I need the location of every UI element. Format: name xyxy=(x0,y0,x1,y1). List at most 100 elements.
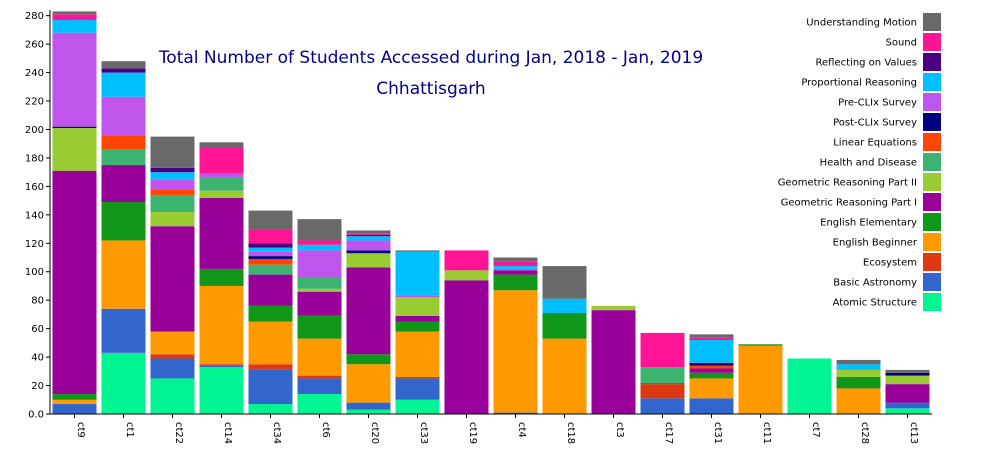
bar-segment xyxy=(836,359,881,365)
bar-segment xyxy=(297,338,342,376)
bar-segment xyxy=(640,367,685,383)
bar-stack-ct3 xyxy=(591,305,636,414)
bar-segment xyxy=(101,61,146,69)
legend-item: Ecosystem xyxy=(863,253,941,271)
bar-segment xyxy=(444,280,489,414)
bar-stack-ct28 xyxy=(836,359,881,414)
bar-segment xyxy=(542,298,587,313)
bar-segment xyxy=(297,315,342,339)
legend-label: English Beginner xyxy=(833,238,918,249)
bar-stack-ct31 xyxy=(689,334,734,414)
bar-segment xyxy=(493,266,538,269)
bar-segment xyxy=(150,179,195,190)
bar-segment xyxy=(640,332,685,368)
bar-segment xyxy=(101,308,146,353)
bar-segment xyxy=(52,170,97,395)
bar-segment xyxy=(150,167,195,173)
x-tick-label: ct1 xyxy=(124,422,135,438)
y-tick-label: 260 xyxy=(25,40,44,51)
bar-segment xyxy=(52,11,97,15)
bar-segment xyxy=(52,126,97,129)
bar-segment xyxy=(248,369,293,405)
bar-segment xyxy=(542,313,587,339)
bar-segment xyxy=(150,358,195,379)
bar-segment xyxy=(199,268,244,286)
bar-segment xyxy=(885,375,930,385)
bar-stack-ct34 xyxy=(248,210,293,414)
bar-segment xyxy=(297,240,342,245)
bar-segment xyxy=(52,399,97,405)
bar-segment xyxy=(248,256,293,259)
y-tick-label: 240 xyxy=(25,68,44,79)
legend-swatch xyxy=(923,213,941,231)
bar-segment xyxy=(395,377,440,379)
y-tick-label: 140 xyxy=(25,210,44,221)
bar-segment xyxy=(444,250,489,271)
x-axis: ct9 ct1 ct22 ct14 ct34 ct6 ct20 ct33 ct19 ct4 ct18… xyxy=(50,413,932,444)
bar-segment xyxy=(150,212,195,227)
bar-segment xyxy=(199,190,244,198)
bar-segment xyxy=(248,258,293,265)
legend-item: Understanding Motion xyxy=(806,13,941,31)
bar-segment xyxy=(738,344,783,346)
x-tick-label: ct11 xyxy=(761,422,772,444)
legend-label: Basic Astronomy xyxy=(833,278,917,289)
bars xyxy=(52,11,930,414)
legend-swatch xyxy=(923,293,941,311)
y-tick-label: 180 xyxy=(25,153,44,164)
bar-segment xyxy=(150,331,195,355)
bar-segment xyxy=(199,173,244,178)
bar-segment xyxy=(52,19,97,33)
bar-segment xyxy=(885,369,930,373)
bar-segment xyxy=(199,177,244,191)
bar-segment xyxy=(248,274,293,306)
bar-stack-ct6 xyxy=(297,219,342,414)
y-tick-label: 160 xyxy=(25,182,44,193)
x-tick-label: ct20 xyxy=(369,422,380,444)
legend-swatch xyxy=(923,33,941,51)
bar-segment xyxy=(885,402,930,409)
x-tick-label: ct31 xyxy=(712,422,723,444)
bar-segment xyxy=(101,240,146,309)
legend-swatch xyxy=(923,273,941,291)
bar-segment xyxy=(395,251,440,296)
bar-stack-ct14 xyxy=(199,142,244,414)
y-tick-label: 120 xyxy=(25,239,44,250)
legend-label: Health and Disease xyxy=(820,158,917,169)
x-tick-label: ct4 xyxy=(516,422,527,438)
bar-segment xyxy=(395,378,440,400)
bar-segment xyxy=(101,202,146,241)
bar-segment xyxy=(101,72,146,97)
y-tick-label: 220 xyxy=(25,97,44,108)
bar-segment xyxy=(297,219,342,241)
bar-segment xyxy=(640,398,685,414)
legend-label: Proportional Reasoning xyxy=(801,78,917,89)
legend-label: Geometric Reasoning Part II xyxy=(778,178,917,189)
bar-segment xyxy=(885,408,930,414)
x-tick-label: ct7 xyxy=(810,422,821,438)
legend-item: Geometric Reasoning Part II xyxy=(778,173,941,191)
bar-segment xyxy=(787,358,832,414)
bar-segment xyxy=(395,250,440,252)
bar-segment xyxy=(248,404,293,414)
bar-segment xyxy=(346,230,391,234)
legend-item: Proportional Reasoning xyxy=(801,73,941,91)
bar-stack-ct17 xyxy=(640,332,685,414)
legend-label: Atomic Structure xyxy=(833,298,917,309)
bar-segment xyxy=(591,310,636,414)
bar-segment xyxy=(689,340,734,363)
legend-swatch xyxy=(923,253,941,271)
bar-segment xyxy=(199,285,244,365)
bar-stack-ct20 xyxy=(346,230,391,414)
bar-segment xyxy=(395,399,440,414)
bar-segment xyxy=(395,295,440,298)
bar-segment xyxy=(885,372,930,376)
bar-segment xyxy=(199,365,244,368)
bar-stack-ct33 xyxy=(395,250,440,414)
bar-segment xyxy=(101,135,146,150)
legend-item: Health and Disease xyxy=(820,153,941,171)
legend-label: Reflecting on Values xyxy=(816,58,917,69)
bar-segment xyxy=(640,384,685,399)
bar-stack-ct7 xyxy=(787,358,832,414)
bar-segment xyxy=(395,297,440,316)
